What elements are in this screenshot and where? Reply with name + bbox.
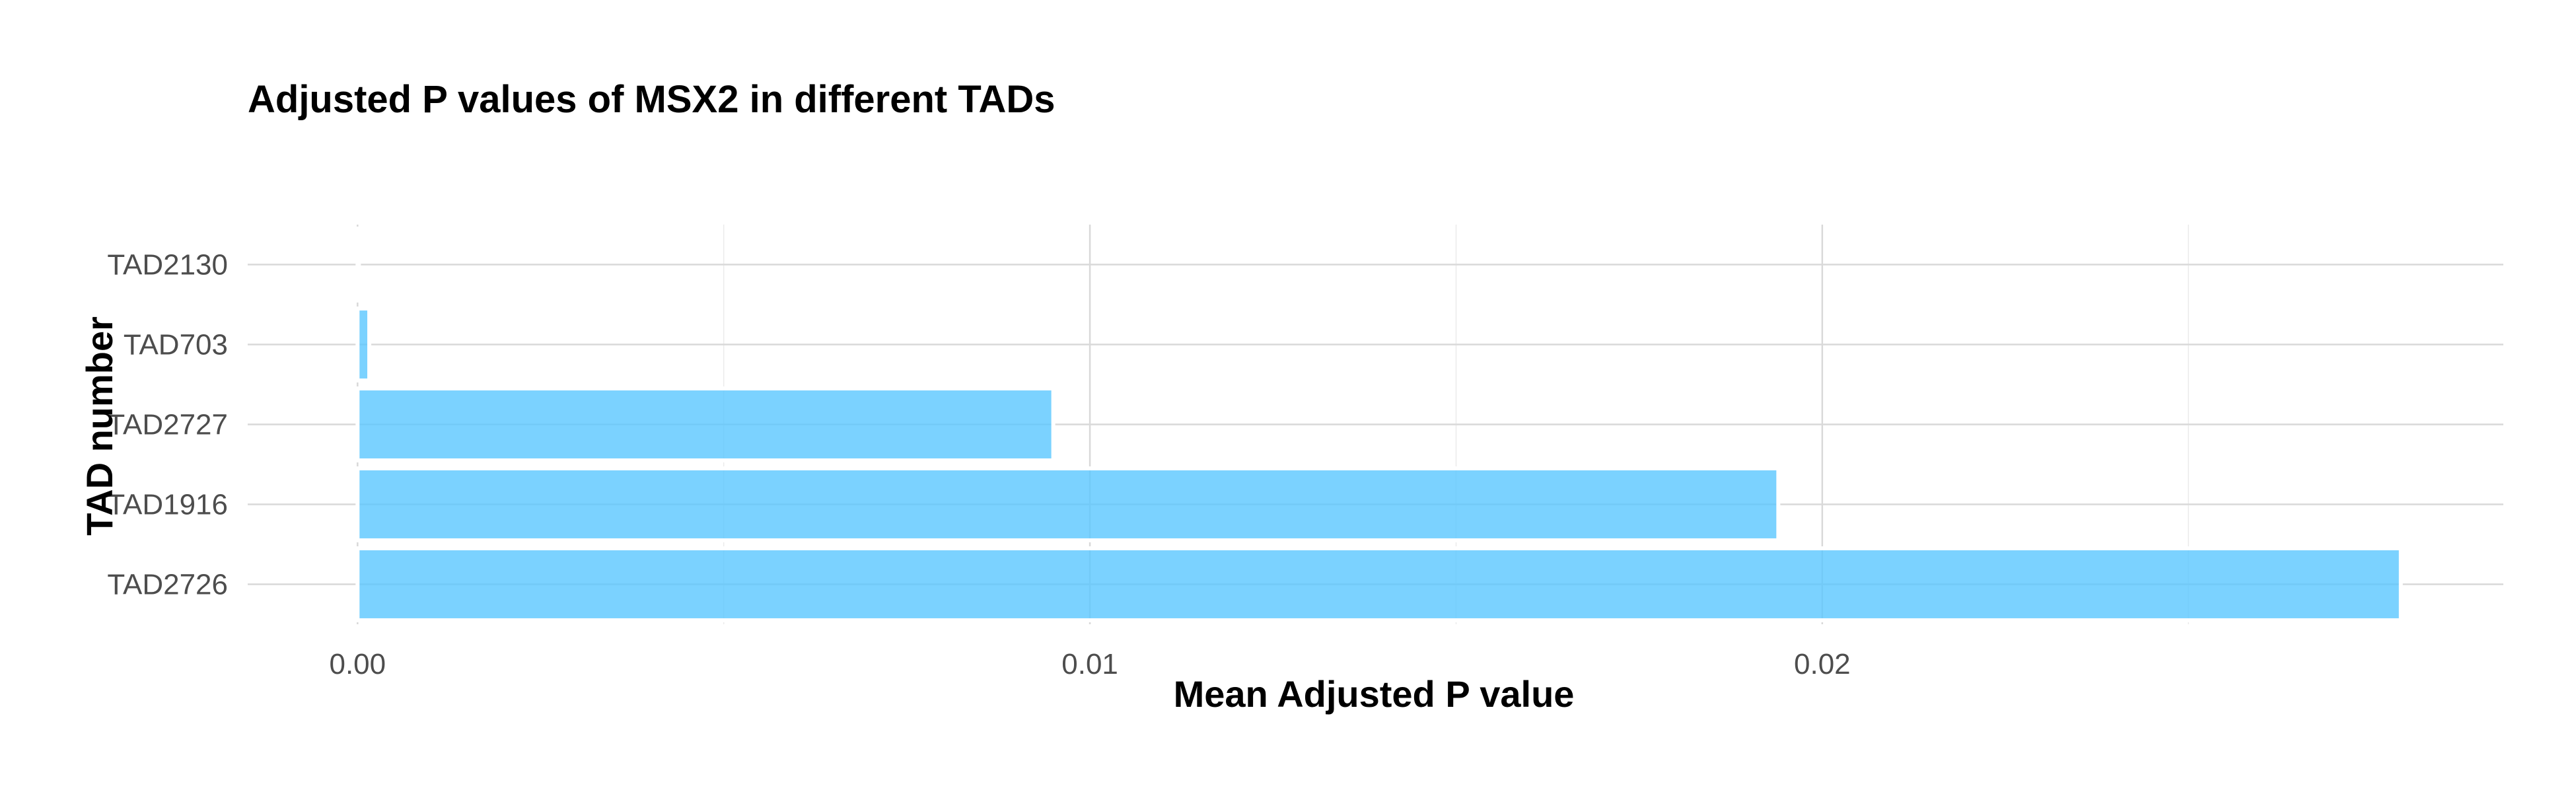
x-tick-label: 0.02 (1794, 648, 1851, 680)
bar-tad2727 (355, 386, 1055, 462)
bar-tad2130 (355, 227, 361, 303)
x-tick-labels: 0.00 0.01 0.02 (329, 648, 1850, 680)
y-tick-label: TAD2727 (107, 409, 228, 441)
y-tick-labels: TAD2130 TAD703 TAD2727 TAD1916 TAD2726 (107, 249, 228, 601)
x-tick-label: 0.01 (1061, 648, 1118, 680)
y-axis-title: TAD number (79, 316, 120, 536)
chart-title: Adjusted P values of MSX2 in different T… (248, 78, 1055, 121)
y-tick-label: TAD2130 (107, 249, 228, 281)
x-axis-title: Mean Adjusted P value (1174, 673, 1575, 715)
bar-tad703 (355, 307, 372, 382)
x-tick-label: 0.00 (329, 648, 386, 680)
bar-tad2726 (355, 546, 2403, 622)
y-tick-label: TAD1916 (107, 489, 228, 521)
y-tick-label: TAD2726 (107, 569, 228, 601)
bars (355, 227, 2403, 622)
bar-tad1916 (355, 466, 1781, 542)
y-tick-label: TAD703 (124, 329, 228, 361)
